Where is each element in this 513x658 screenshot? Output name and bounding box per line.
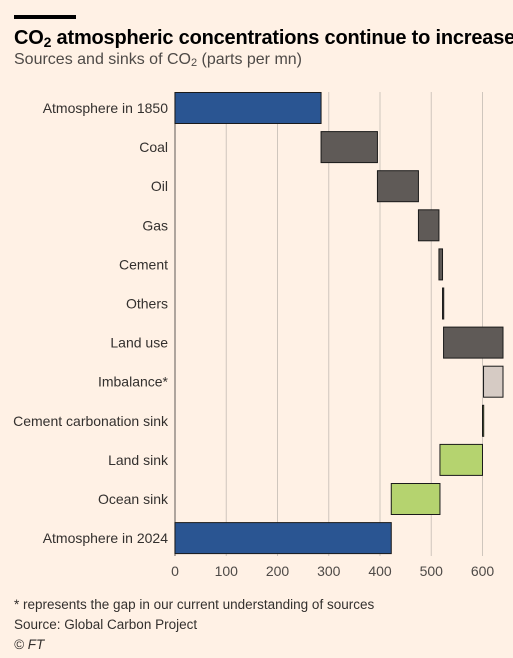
bar-cement-carbonation-sink [482, 404, 485, 437]
bar-coal [320, 131, 378, 164]
x-tick-label: 0 [171, 563, 179, 579]
category-label: Ocean sink [98, 491, 169, 507]
category-label: Atmosphere in 2024 [43, 530, 169, 546]
source-note: Source: Global Carbon Project [14, 617, 198, 632]
category-label: Coal [139, 139, 168, 155]
subtitle-rest: (parts per mn) [197, 51, 303, 68]
category-label: Atmosphere in 1850 [43, 100, 169, 116]
bar-imbalance [483, 365, 504, 398]
category-label: Others [126, 296, 168, 312]
waterfall-chart: Atmosphere in 1850 Coal Oil Gas Cement Others… [13, 92, 504, 579]
title-main: CO [14, 27, 44, 49]
subtitle-main: Sources and sinks of CO [14, 51, 191, 68]
bar-land-use [443, 326, 504, 359]
bars [174, 92, 504, 555]
category-label: Gas [142, 217, 168, 233]
category-labels: Atmosphere in 1850 Coal Oil Gas Cement Others… [13, 100, 169, 546]
chart-title: CO2 atmospheric concentrations continue … [14, 27, 513, 50]
x-tick-label: 200 [266, 563, 290, 579]
category-label: Land sink [108, 452, 169, 468]
header-rule [14, 15, 76, 19]
bar-land-sink [439, 443, 483, 476]
x-tick-label: 100 [215, 563, 239, 579]
chart-subtitle: Sources and sinks of CO2 (parts per mn) [14, 51, 302, 69]
x-tick-label: 400 [368, 563, 392, 579]
bar-atmosphere-in-2024 [174, 522, 392, 555]
bar-gas [417, 209, 440, 242]
bar-others [442, 287, 445, 320]
x-tick-labels: 0 100 200 300 400 500 600 [171, 563, 494, 579]
bar-atmosphere-in-1850 [174, 92, 322, 124]
category-label: Oil [151, 178, 168, 194]
category-label: Land use [110, 335, 168, 351]
title-subscript: 2 [43, 34, 52, 50]
grid-lines [174, 92, 483, 556]
x-tick-label: 500 [420, 563, 444, 579]
category-label: Cement carbonation sink [13, 413, 169, 429]
bar-oil [376, 170, 419, 203]
category-label: Imbalance* [98, 374, 169, 390]
title-rest: atmospheric concentrations continue to i… [51, 27, 513, 49]
x-tick-label: 300 [317, 563, 341, 579]
subtitle-subscript: 2 [190, 57, 198, 69]
bar-cement [438, 248, 444, 281]
footnote: * represents the gap in our current unde… [14, 597, 375, 612]
x-tick-label: 600 [471, 563, 495, 579]
bar-ocean-sink [390, 483, 441, 515]
category-label: Cement [119, 256, 168, 272]
ft-credit: © FT [14, 637, 45, 652]
